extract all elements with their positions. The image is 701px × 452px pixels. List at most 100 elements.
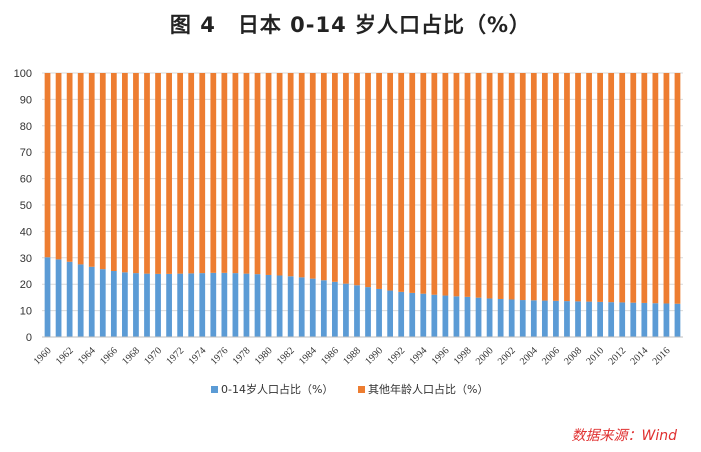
bar-age-0-14-1969 (144, 273, 150, 337)
bar-age-0-14-1982 (287, 276, 294, 337)
bar-other-age-2009 (586, 73, 592, 302)
legend-swatch (211, 386, 218, 393)
bar-age-0-14-1962 (66, 261, 73, 337)
x-tick-label: 1982 (275, 345, 297, 367)
bar-other-age-1981 (276, 73, 283, 276)
bar-age-0-14-1978 (243, 273, 250, 337)
y-tick-label: 30 (20, 253, 32, 265)
x-tick-label: 1974 (186, 345, 208, 367)
bar-other-age-2013 (630, 73, 637, 303)
x-tick-label: 2002 (496, 345, 518, 367)
bar-other-age-1996 (442, 73, 449, 296)
bar-age-0-14-1997 (453, 296, 460, 337)
bar-other-age-2010 (597, 73, 603, 302)
bar-other-age-2015 (652, 73, 659, 304)
bar-age-0-14-2010 (597, 301, 603, 337)
bar-other-age-1979 (254, 73, 261, 275)
bar-age-0-14-2015 (652, 303, 659, 337)
bar-other-age-1966 (110, 73, 117, 271)
bar-other-age-1973 (188, 73, 195, 274)
legend: 0-14岁人口占比（%） 其他年龄人口占比（%） (211, 382, 488, 396)
bar-age-0-14-1966 (110, 271, 117, 337)
bar-age-0-14-1972 (177, 273, 184, 337)
bar-other-age-1976 (221, 73, 228, 273)
bar-age-0-14-1990 (376, 288, 382, 337)
bar-other-age-2006 (553, 73, 559, 301)
bar-other-age-2002 (508, 73, 515, 300)
y-tick-label: 0 (26, 332, 32, 344)
x-tick-label: 1970 (142, 345, 164, 367)
bar-age-0-14-2003 (519, 300, 526, 337)
bar-other-age-1969 (144, 73, 150, 274)
bar-age-0-14-1999 (475, 297, 482, 337)
bar-age-0-14-2013 (630, 302, 637, 337)
x-tick-label: 2014 (629, 345, 651, 367)
x-tick-label: 1992 (385, 345, 407, 367)
bar-age-0-14-1977 (232, 273, 239, 337)
bar-age-0-14-2005 (541, 300, 548, 337)
bar-other-age-2003 (519, 73, 526, 301)
bar-other-age-2005 (541, 73, 548, 301)
bars (44, 73, 681, 337)
bar-other-age-1980 (265, 73, 272, 275)
y-axis-ticks: 0 10 20 30 40 50 60 70 80 90 100 (14, 68, 32, 344)
bar-other-age-1997 (453, 73, 460, 297)
bar-other-age-2014 (641, 73, 648, 303)
bar-age-0-14-1971 (166, 273, 172, 337)
x-tick-label: 2004 (518, 345, 540, 367)
bar-other-age-1975 (210, 73, 217, 273)
bar-other-age-1970 (155, 73, 161, 274)
bar-other-age-1990 (376, 73, 382, 289)
bar-other-age-1968 (133, 73, 139, 274)
bar-other-age-2000 (486, 73, 493, 299)
bar-other-age-2008 (575, 73, 581, 302)
bar-age-0-14-1998 (464, 296, 471, 337)
bar-age-0-14-1976 (221, 272, 228, 337)
bar-other-age-1961 (55, 73, 62, 260)
x-tick-label: 1976 (209, 345, 231, 367)
x-tick-label: 1998 (452, 345, 474, 367)
bar-age-0-14-2017 (674, 303, 681, 337)
bar-age-0-14-1988 (354, 285, 360, 337)
bar-age-0-14-1964 (88, 266, 95, 337)
bar-age-0-14-1960 (44, 257, 51, 337)
x-tick-label: 1986 (319, 345, 341, 367)
x-tick-label: 1988 (341, 345, 363, 367)
bar-age-0-14-1995 (431, 294, 438, 337)
bar-age-0-14-2004 (530, 300, 537, 337)
y-tick-label: 70 (20, 147, 32, 159)
bar-other-age-1962 (66, 73, 73, 262)
bar-age-0-14-1984 (309, 278, 316, 337)
bar-age-0-14-1994 (420, 293, 427, 337)
bar-age-0-14-1967 (122, 272, 128, 337)
bar-other-age-1983 (298, 73, 305, 278)
bar-other-age-1964 (88, 73, 95, 267)
bar-age-0-14-1985 (320, 280, 327, 337)
bar-other-age-1972 (177, 73, 184, 274)
bar-age-0-14-2008 (575, 301, 581, 337)
x-tick-label: 1990 (363, 345, 385, 367)
x-tick-label: 1964 (76, 345, 98, 367)
bar-age-0-14-2007 (564, 301, 570, 337)
bar-age-0-14-2002 (508, 299, 515, 337)
x-axis-ticks: 1960 1962 1964 1966 1968 1970 1972 1974 1976 1978… (32, 345, 673, 367)
bar-age-0-14-2006 (553, 300, 559, 337)
y-tick-label: 50 (20, 200, 32, 212)
x-tick-label: 2008 (562, 345, 584, 367)
bar-age-0-14-2009 (586, 301, 592, 337)
bar-age-0-14-1963 (77, 264, 84, 337)
bar-other-age-1967 (122, 73, 128, 273)
y-tick-label: 40 (20, 226, 32, 238)
bar-other-age-1985 (320, 73, 327, 281)
bar-age-0-14-1968 (133, 273, 139, 337)
x-tick-label: 1984 (297, 345, 319, 367)
bar-other-age-1978 (243, 73, 250, 274)
bar-age-0-14-1961 (55, 259, 62, 337)
bar-other-age-2017 (674, 73, 681, 304)
bar-age-0-14-1989 (365, 287, 371, 337)
bar-other-age-2001 (497, 73, 504, 299)
bar-other-age-1960 (44, 73, 51, 258)
source-note: 数据来源：Wind (571, 428, 678, 444)
x-tick-label: 1994 (407, 345, 429, 367)
bar-age-0-14-2011 (608, 302, 615, 337)
